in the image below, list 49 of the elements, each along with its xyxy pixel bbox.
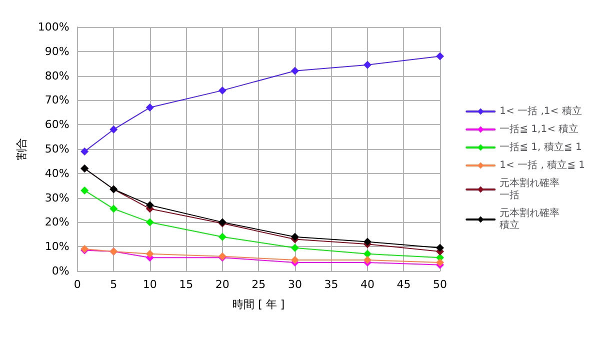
point <box>290 232 299 241</box>
x-tick-label: 50 <box>433 278 447 291</box>
legend-label: 元本割れ確率一括 <box>500 177 560 201</box>
legend-label: 元本割れ確率積立 <box>500 207 560 231</box>
point <box>146 250 154 258</box>
point <box>363 238 372 246</box>
point <box>110 204 118 213</box>
legend-label: 一括≦ 1,1< 積立 <box>500 123 579 135</box>
y-tick-label: 70% <box>44 94 70 107</box>
point <box>80 147 89 156</box>
point <box>436 244 444 252</box>
point <box>290 244 299 252</box>
point <box>363 250 372 258</box>
point <box>436 258 444 266</box>
y-tick-label: 40% <box>44 166 70 180</box>
x-tick-label: 15 <box>179 278 194 291</box>
x-tick-label: 20 <box>215 278 230 291</box>
x-tick-label: 30 <box>288 278 302 291</box>
x-tick-label: 5 <box>110 278 118 291</box>
point <box>80 186 89 194</box>
y-tick-label: 20% <box>44 216 70 229</box>
point <box>146 104 154 112</box>
x-tick-label: 25 <box>252 278 266 291</box>
point <box>146 218 154 226</box>
y-tick-label: 10% <box>44 240 70 254</box>
y-tick-label: 0% <box>52 264 70 278</box>
point <box>110 125 118 134</box>
x-tick-label: 40 <box>360 278 374 291</box>
point <box>290 66 299 75</box>
x-tick-label: 35 <box>324 278 338 291</box>
y-tick-label: 60% <box>44 118 70 132</box>
x-tick-label: 10 <box>142 278 157 291</box>
point <box>218 232 226 241</box>
y-tick-label: 100% <box>38 20 70 34</box>
point <box>363 60 372 69</box>
y-tick-label: 80% <box>44 69 70 82</box>
x-axis-title: 時間 [ 年 ] <box>232 298 285 311</box>
point <box>218 86 226 94</box>
x-tick-label: 0 <box>74 278 81 291</box>
point <box>146 201 154 210</box>
legend-label: 1< 一括 ,1< 積立 <box>500 105 582 117</box>
legend-label: 一括≦ 1, 積立≦ 1 <box>500 141 582 153</box>
legend-label: 1< 一括 , 積立≦ 1 <box>500 159 586 171</box>
y-tick-label: 50% <box>44 142 70 156</box>
y-tick-label: 90% <box>44 44 70 58</box>
x-tick-label: 45 <box>396 278 411 291</box>
point <box>436 52 444 60</box>
y-axis-title: 割合 <box>15 138 28 160</box>
y-tick-label: 30% <box>44 191 70 204</box>
